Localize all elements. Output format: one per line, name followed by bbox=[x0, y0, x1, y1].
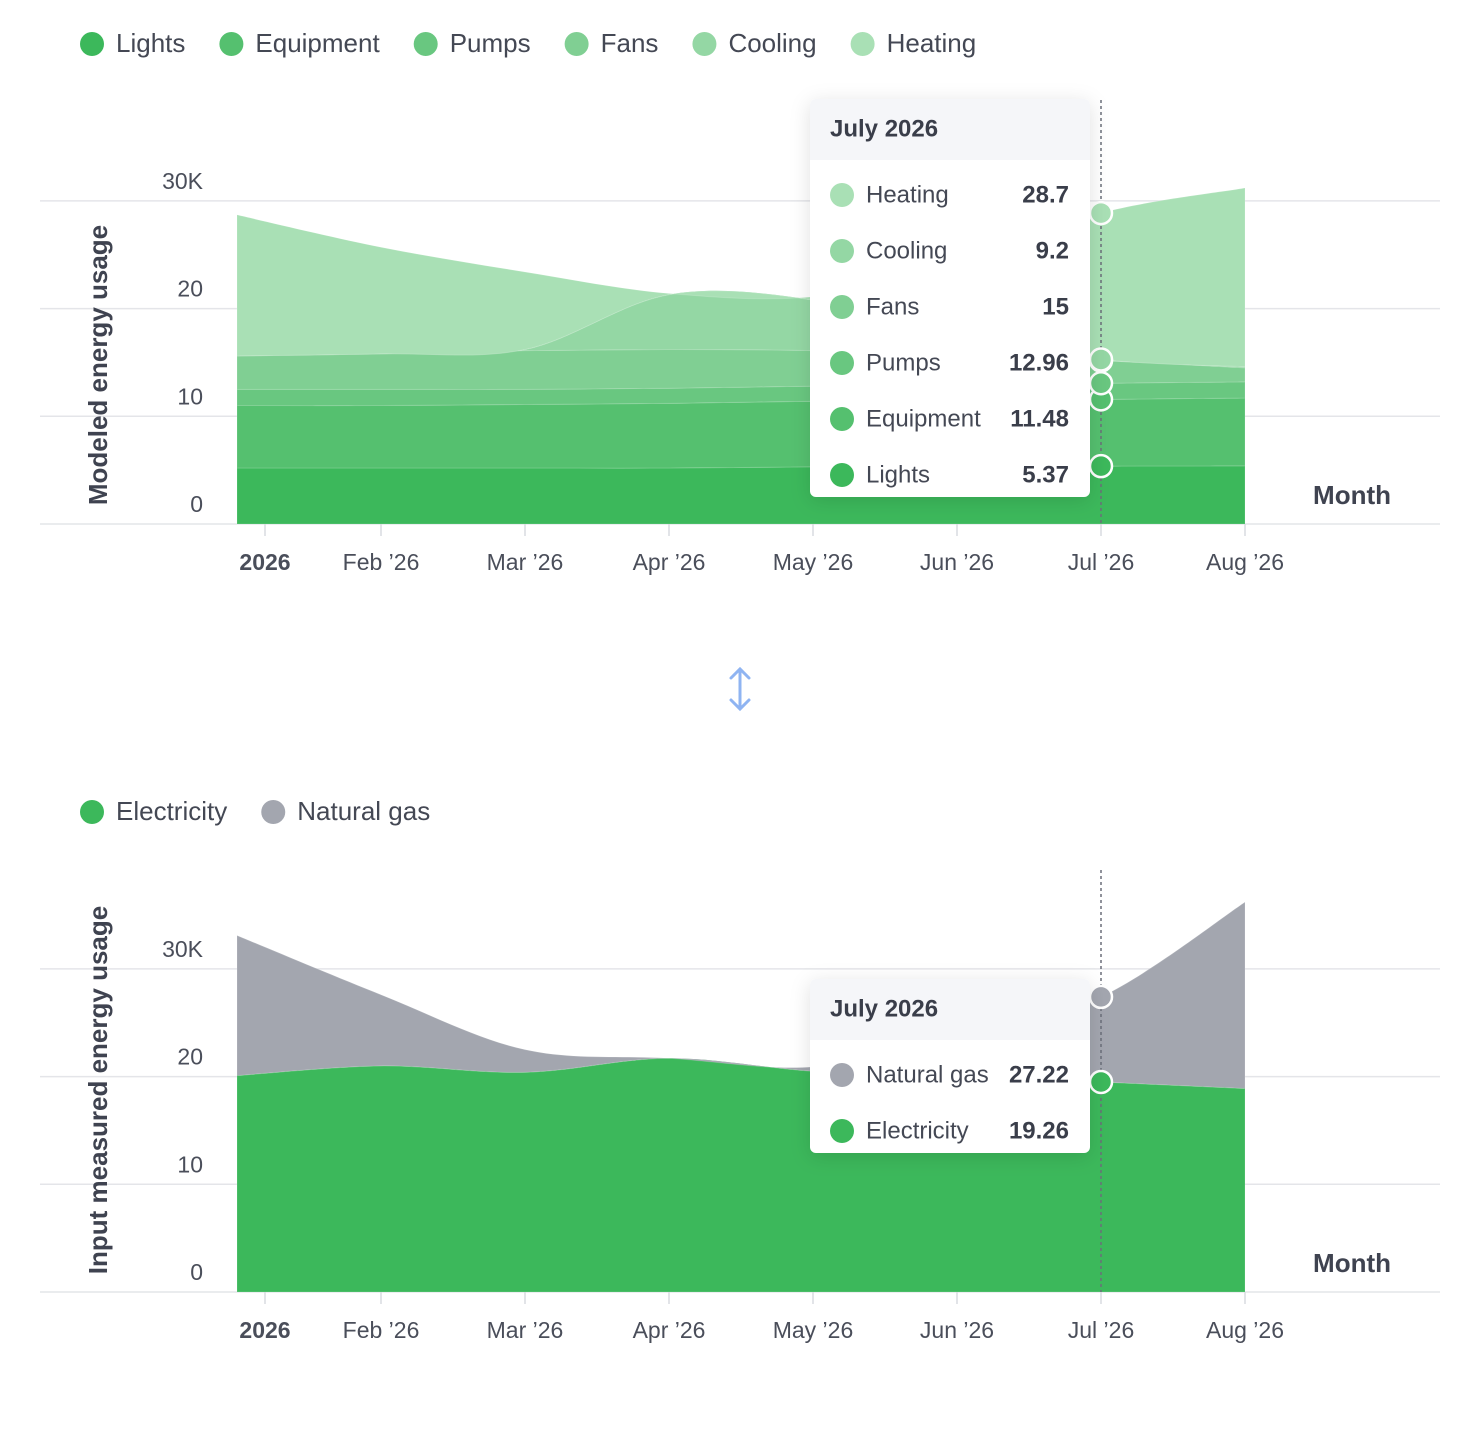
hover-dot bbox=[1088, 347, 1114, 372]
x-tick-label: Jun ’26 bbox=[920, 549, 994, 575]
x-tick-label: 2026 bbox=[239, 549, 290, 575]
legend-label: Fans bbox=[601, 28, 659, 58]
tooltip-name: Electricity bbox=[866, 1117, 969, 1144]
legend-dot bbox=[692, 32, 717, 56]
tooltip-name: Equipment bbox=[866, 405, 981, 432]
area bbox=[236, 1057, 1246, 1293]
tooltip-value: 11.48 bbox=[1010, 405, 1069, 432]
hover-dot bbox=[1088, 370, 1114, 396]
tooltip-name: Heating bbox=[866, 181, 949, 208]
y-tick-label: 30K bbox=[162, 936, 204, 962]
tooltip: July 2026 Natural gas 27.22 Electricity 19.2… bbox=[810, 979, 1090, 1153]
tooltip-value: 12.96 bbox=[1009, 349, 1069, 376]
tooltip-dot bbox=[830, 183, 854, 207]
legend-label: Heating bbox=[887, 28, 977, 58]
tooltip-value: 9.2 bbox=[1036, 237, 1069, 264]
tooltip-dot bbox=[830, 463, 854, 487]
hover-dot bbox=[1088, 1069, 1114, 1095]
tooltip-name: Natural gas bbox=[866, 1061, 989, 1088]
x-tick-label: Apr ’26 bbox=[633, 1317, 706, 1343]
tooltip-header bbox=[810, 99, 1090, 160]
tooltip-name: Lights bbox=[866, 461, 930, 488]
legend-dot bbox=[261, 800, 286, 824]
y-tick-label: 20 bbox=[177, 276, 203, 302]
hover-dot bbox=[1088, 453, 1114, 479]
legend-label: Electricity bbox=[116, 796, 227, 826]
tooltip-title: July 2026 bbox=[830, 995, 938, 1022]
y-tick-label: 30K bbox=[162, 168, 204, 194]
tooltip-value: 5.37 bbox=[1022, 461, 1069, 488]
y-axis-label: Input measured energy usage bbox=[83, 906, 113, 1274]
tooltip-value: 27.22 bbox=[1009, 1061, 1069, 1088]
tooltip-value: 19.26 bbox=[1009, 1117, 1069, 1144]
y-axis-label: Modeled energy usage bbox=[83, 225, 113, 505]
legend-label: Pumps bbox=[450, 28, 531, 58]
x-tick-label: Apr ’26 bbox=[633, 549, 706, 575]
legend-dot bbox=[80, 800, 104, 824]
x-tick-label: Aug ’26 bbox=[1206, 549, 1284, 575]
legend-label: Cooling bbox=[728, 28, 816, 58]
x-tick-label: May ’26 bbox=[773, 1317, 854, 1343]
y-tick-label: 0 bbox=[190, 1259, 203, 1285]
tooltip-value: 15 bbox=[1042, 293, 1069, 320]
tooltip-name: Fans bbox=[866, 293, 919, 320]
x-tick-label: Jun ’26 bbox=[920, 1317, 994, 1343]
x-tick-label: Jul ’26 bbox=[1068, 549, 1134, 575]
x-tick-label: Feb ’26 bbox=[343, 1317, 420, 1343]
legend-label: Lights bbox=[116, 28, 185, 58]
y-tick-label: 0 bbox=[190, 491, 203, 517]
x-tick-label: May ’26 bbox=[773, 549, 854, 575]
tooltip-header bbox=[810, 979, 1090, 1040]
x-tick-label: 2026 bbox=[239, 1317, 290, 1343]
x-tick-label: Mar ’26 bbox=[487, 549, 564, 575]
x-tick-label: Jul ’26 bbox=[1068, 1317, 1134, 1343]
x-axis-label: Month bbox=[1313, 1248, 1391, 1278]
tooltip-name: Pumps bbox=[866, 349, 941, 376]
hover-dot bbox=[1088, 984, 1114, 1010]
tooltip-box bbox=[810, 99, 1090, 497]
hover-dot bbox=[1088, 200, 1114, 226]
chart: Lights Equipment Pumps Fans Cooling Heating 0 1… bbox=[40, 28, 1440, 575]
x-axis-label: Month bbox=[1313, 480, 1391, 510]
tooltip-name: Cooling bbox=[866, 237, 947, 264]
chart: Electricity Natural gas 0 10 20 30K 2026 Feb ’2… bbox=[40, 796, 1440, 1343]
x-tick-label: Mar ’26 bbox=[487, 1317, 564, 1343]
tooltip-title: July 2026 bbox=[830, 115, 938, 142]
tooltip-dot bbox=[830, 1119, 854, 1143]
legend-dot bbox=[219, 32, 244, 56]
tooltip: July 2026 Heating 28.7 Cooling 9.2 Fans 15 Pump… bbox=[810, 99, 1090, 497]
y-tick-label: 20 bbox=[177, 1044, 203, 1070]
legend-label: Natural gas bbox=[297, 796, 430, 826]
y-tick-label: 10 bbox=[177, 1151, 203, 1177]
tooltip-dot bbox=[830, 351, 854, 375]
tooltip-dot bbox=[830, 407, 854, 431]
legend-dot bbox=[80, 32, 104, 56]
tooltip-dot bbox=[830, 1063, 854, 1087]
y-tick-label: 10 bbox=[177, 383, 203, 409]
resize-icon[interactable] bbox=[729, 666, 751, 712]
legend-label: Equipment bbox=[255, 28, 380, 58]
legend-dot bbox=[413, 32, 438, 56]
legend-dot bbox=[564, 32, 589, 56]
tooltip-dot bbox=[830, 295, 854, 319]
x-tick-label: Feb ’26 bbox=[343, 549, 420, 575]
tooltip-dot bbox=[830, 239, 854, 263]
legend-dot bbox=[850, 32, 875, 56]
x-tick-label: Aug ’26 bbox=[1206, 1317, 1284, 1343]
tooltip-value: 28.7 bbox=[1022, 181, 1069, 208]
